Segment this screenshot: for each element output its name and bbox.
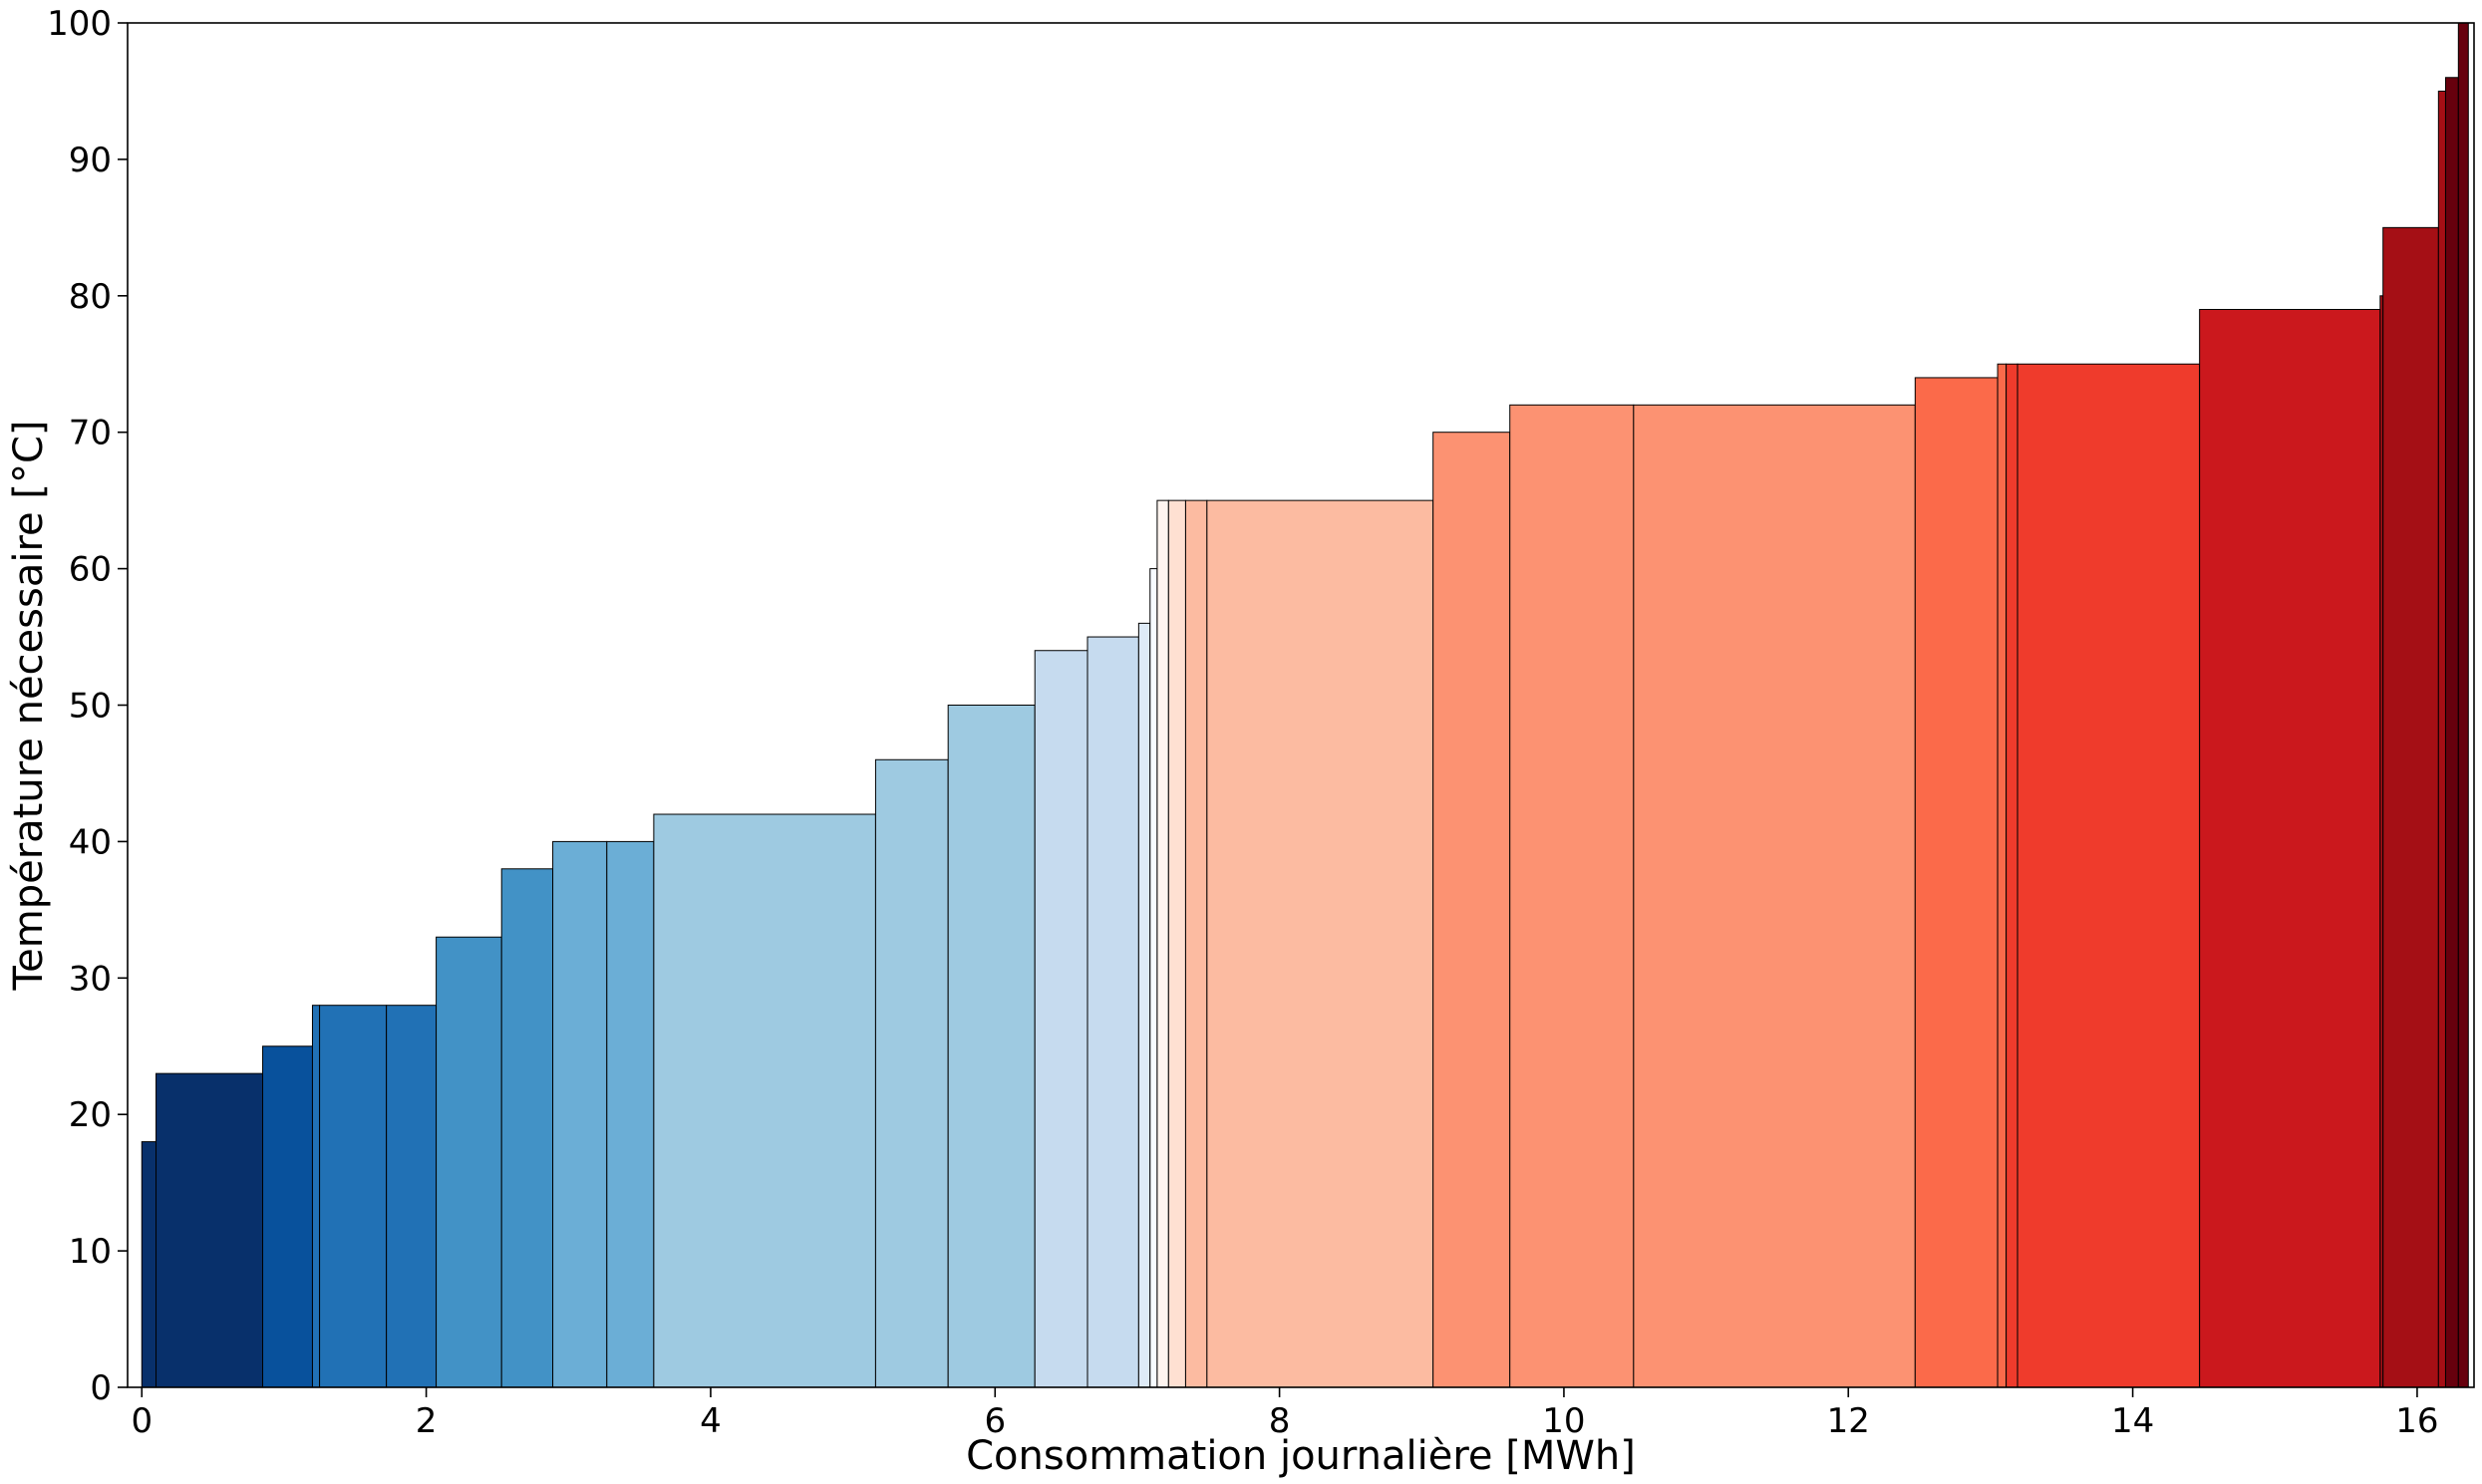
- bar-21: [1432, 432, 1511, 1388]
- bar-13: [1034, 650, 1088, 1388]
- bar-7: [500, 868, 554, 1388]
- x-axis-ticks: 0 2 4 6 8 10 12 14 16: [131, 1387, 2439, 1441]
- y-tick-label-9: 90: [69, 141, 112, 180]
- y-tick-label-2: 20: [69, 1095, 112, 1135]
- bar-30: [2382, 226, 2439, 1388]
- bar-33: [2457, 22, 2469, 1388]
- bar-31: [2437, 90, 2446, 1388]
- bar-17: [1156, 499, 1169, 1388]
- bar-18: [1167, 499, 1186, 1388]
- y-tick-label-6: 60: [69, 550, 112, 590]
- bar-9: [606, 840, 655, 1388]
- bar-11: [874, 758, 949, 1388]
- bar-1: [155, 1072, 264, 1388]
- bar-0: [141, 1141, 157, 1388]
- bars-group: [141, 22, 2469, 1388]
- bar-23: [1633, 404, 1916, 1388]
- bar-15: [1137, 622, 1151, 1388]
- bar-4: [319, 1005, 388, 1388]
- bar-16: [1149, 568, 1158, 1388]
- bar-5: [386, 1005, 438, 1388]
- bar-2: [262, 1045, 313, 1388]
- bar-20: [1206, 499, 1434, 1388]
- bar-12: [947, 705, 1036, 1388]
- y-tick-label-5: 50: [69, 687, 112, 727]
- x-tick-label-0: 0: [131, 1401, 153, 1441]
- bar-6: [436, 936, 502, 1388]
- x-axis-label: Consommation journalière [MWh]: [966, 1433, 1636, 1479]
- y-axis-ticks: 0 10 20 30 40 50 60 70 80 90 100: [47, 4, 128, 1408]
- y-tick-label-10: 100: [47, 4, 112, 44]
- bar-24: [1914, 377, 1999, 1388]
- bar-14: [1086, 636, 1139, 1388]
- bar-3: [311, 1005, 321, 1388]
- bar-22: [1509, 404, 1635, 1388]
- y-axis-label: Température nécessaire [°C]: [6, 421, 52, 992]
- bar-28: [2199, 308, 2381, 1388]
- bar-26: [2006, 363, 2018, 1388]
- x-tick-label-6: 12: [1827, 1401, 1870, 1441]
- x-tick-label-5: 10: [1542, 1401, 1585, 1441]
- y-tick-label-0: 0: [90, 1368, 112, 1408]
- x-tick-label-3: 6: [984, 1401, 1006, 1441]
- y-tick-label-7: 70: [69, 414, 112, 453]
- bar-10: [653, 813, 876, 1388]
- y-tick-label-1: 10: [69, 1232, 112, 1272]
- bar-32: [2444, 77, 2459, 1388]
- plot-frame: [127, 22, 2475, 1388]
- bar-8: [552, 840, 608, 1388]
- x-tick-label-8: 16: [2395, 1401, 2438, 1441]
- y-tick-label-8: 80: [69, 277, 112, 317]
- y-tick-label-4: 40: [69, 822, 112, 862]
- bar-27: [2017, 363, 2201, 1388]
- bar-19: [1184, 499, 1208, 1388]
- x-tick-label-1: 2: [416, 1401, 438, 1441]
- x-tick-label-2: 4: [700, 1401, 722, 1441]
- x-tick-label-7: 14: [2111, 1401, 2154, 1441]
- bar-25: [1997, 363, 2008, 1388]
- x-tick-label-4: 8: [1269, 1401, 1291, 1441]
- y-tick-label-3: 30: [69, 959, 112, 999]
